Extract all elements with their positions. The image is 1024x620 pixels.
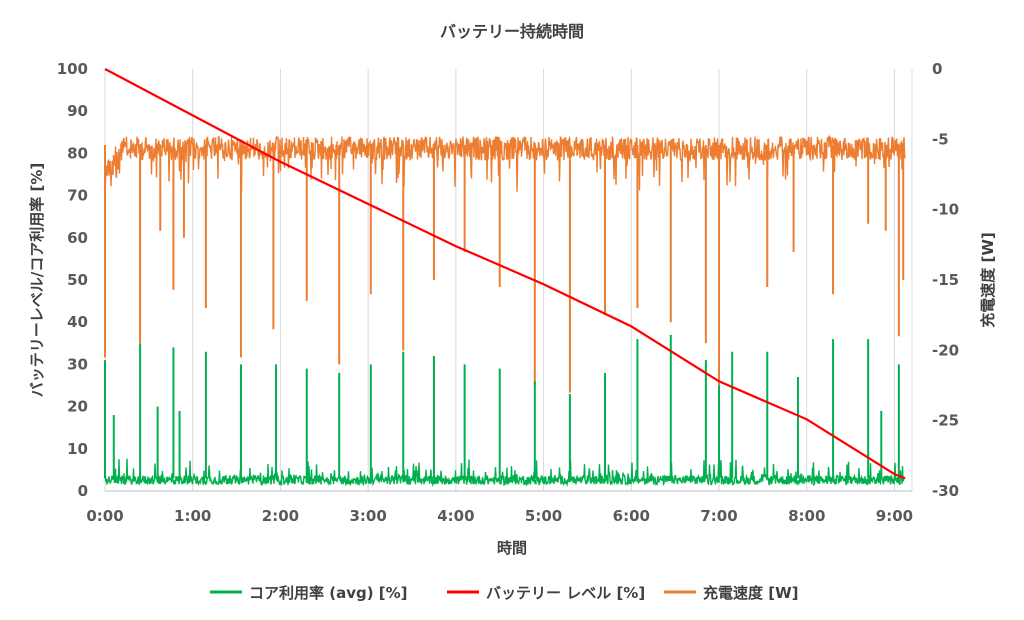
y-left-tick-label: 40: [67, 313, 88, 331]
y-left-tick-label: 10: [67, 440, 88, 458]
x-tick-label: 1:00: [174, 507, 211, 525]
y-left-tick-label: 30: [67, 355, 88, 373]
y-left-tick-label: 100: [57, 60, 88, 78]
battery-level-series-line: [104, 68, 906, 480]
legend: コア利用率 (avg) [%] バッテリー レベル [%] 充電速度 [W]: [210, 584, 798, 602]
x-tick-label: 9:00: [876, 507, 913, 525]
y-right-tick-label: -10: [932, 201, 959, 219]
y-left-tick-label: 90: [67, 102, 88, 120]
x-tick-label: 4:00: [437, 507, 474, 525]
y-right-tick-label: -25: [932, 412, 959, 430]
y-left-tick-label: 50: [67, 271, 88, 289]
y-left-tick-label: 80: [67, 144, 88, 162]
y-right-tick-label: -5: [932, 130, 949, 148]
y-left-tick-label: 0: [78, 482, 88, 500]
x-tick-label: 8:00: [788, 507, 825, 525]
axis-layer: 0:00 1:00 2:00 3:00 4:00 5:00 6:00 7:00 8:00 9:00…: [57, 60, 959, 525]
y-right-axis-title: 充電速度 [W]: [979, 232, 997, 327]
y-left-tick-label: 20: [67, 398, 88, 416]
y-right-tick-label: -20: [932, 341, 959, 359]
x-tick-label: 6:00: [613, 507, 650, 525]
x-tick-label: 2:00: [262, 507, 299, 525]
series-layer: [104, 68, 906, 488]
chart-title: バッテリー持続時間: [440, 22, 584, 41]
x-axis-title: 時間: [497, 539, 527, 557]
legend-item-power-label: 充電速度 [W]: [703, 584, 798, 602]
y-left-tick-label: 60: [67, 229, 88, 247]
legend-item-core-usage-label: コア利用率 (avg) [%]: [249, 584, 408, 602]
y-right-tick-label: -15: [932, 271, 959, 289]
core-usage-series-line: [104, 458, 906, 488]
power-series-line: [104, 134, 906, 193]
y-right-tick-label: 0: [932, 60, 942, 78]
y-right-tick-label: -30: [932, 482, 959, 500]
legend-item-battery-level-label: バッテリー レベル [%]: [486, 584, 645, 602]
y-left-tick-label: 70: [67, 187, 88, 205]
x-tick-label: 5:00: [525, 507, 562, 525]
x-tick-label: 0:00: [86, 507, 123, 525]
x-tick-label: 3:00: [349, 507, 386, 525]
x-tick-label: 7:00: [700, 507, 737, 525]
y-left-axis-title: バッテリーレベル/コア利用率 [%]: [28, 163, 46, 397]
